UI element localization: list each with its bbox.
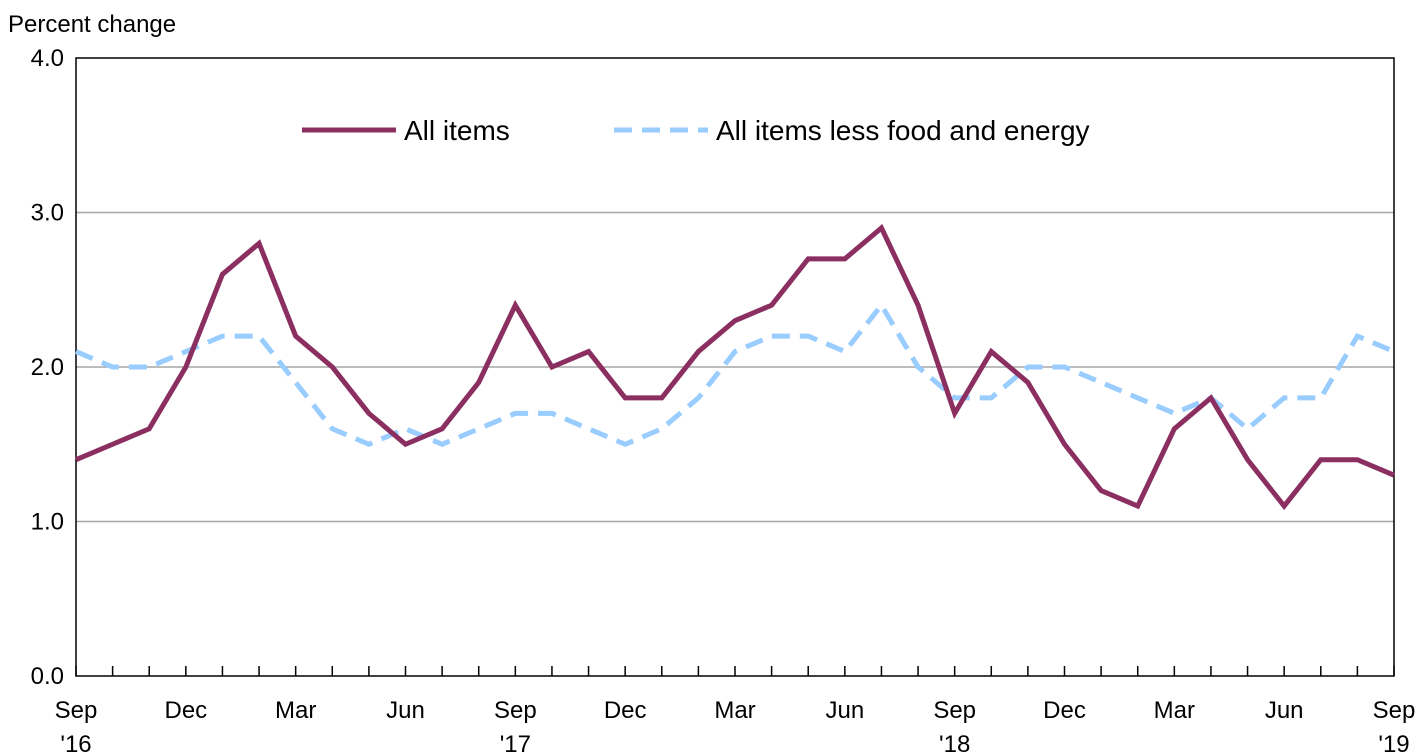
x-tick-label: Dec bbox=[164, 697, 207, 724]
x-tick-year-label: '17 bbox=[500, 731, 531, 754]
x-tick-label: Mar bbox=[714, 697, 755, 724]
y-axis-ticks: 0.0 1.0 2.0 3.0 4.0 bbox=[31, 45, 64, 690]
x-tick-label: Sep bbox=[494, 697, 537, 724]
x-tick-year-label: '16 bbox=[60, 731, 91, 754]
x-tick-label: Sep bbox=[933, 697, 976, 724]
y-tick-label: 3.0 bbox=[31, 200, 64, 227]
core-series-line bbox=[75, 300, 1395, 447]
legend: All items All items less food and energy bbox=[302, 115, 1090, 146]
y-tick-label: 2.0 bbox=[31, 354, 64, 381]
y-tick-label: 0.0 bbox=[31, 663, 64, 690]
y-axis-title: Percent change bbox=[8, 11, 176, 38]
legend-label: All items bbox=[404, 115, 510, 146]
legend-label: All items less food and energy bbox=[716, 115, 1090, 146]
x-tick-label: Jun bbox=[825, 697, 864, 724]
x-tick-label: Sep bbox=[1373, 697, 1416, 724]
x-tick-label: Dec bbox=[604, 697, 647, 724]
x-tick-label: Mar bbox=[1154, 697, 1195, 724]
y-tick-label: 1.0 bbox=[31, 509, 64, 536]
x-tick-label: Sep bbox=[55, 697, 98, 724]
x-tick-label: Dec bbox=[1043, 697, 1086, 724]
x-tick-year-label: '18 bbox=[939, 731, 970, 754]
x-tick-year-label: '19 bbox=[1378, 731, 1409, 754]
x-axis-ticks: Sep '16 Dec Mar Jun Sep '17 Dec Mar Jun Sep '18 Dec M… bbox=[55, 666, 1416, 754]
x-tick-label: Jun bbox=[1265, 697, 1304, 724]
all-items-series-line bbox=[75, 223, 1395, 511]
x-tick-label: Mar bbox=[275, 697, 316, 724]
x-tick-label: Jun bbox=[386, 697, 425, 724]
series-lines bbox=[75, 223, 1395, 511]
grid-lines bbox=[76, 211, 1394, 523]
y-tick-label: 4.0 bbox=[31, 45, 64, 72]
